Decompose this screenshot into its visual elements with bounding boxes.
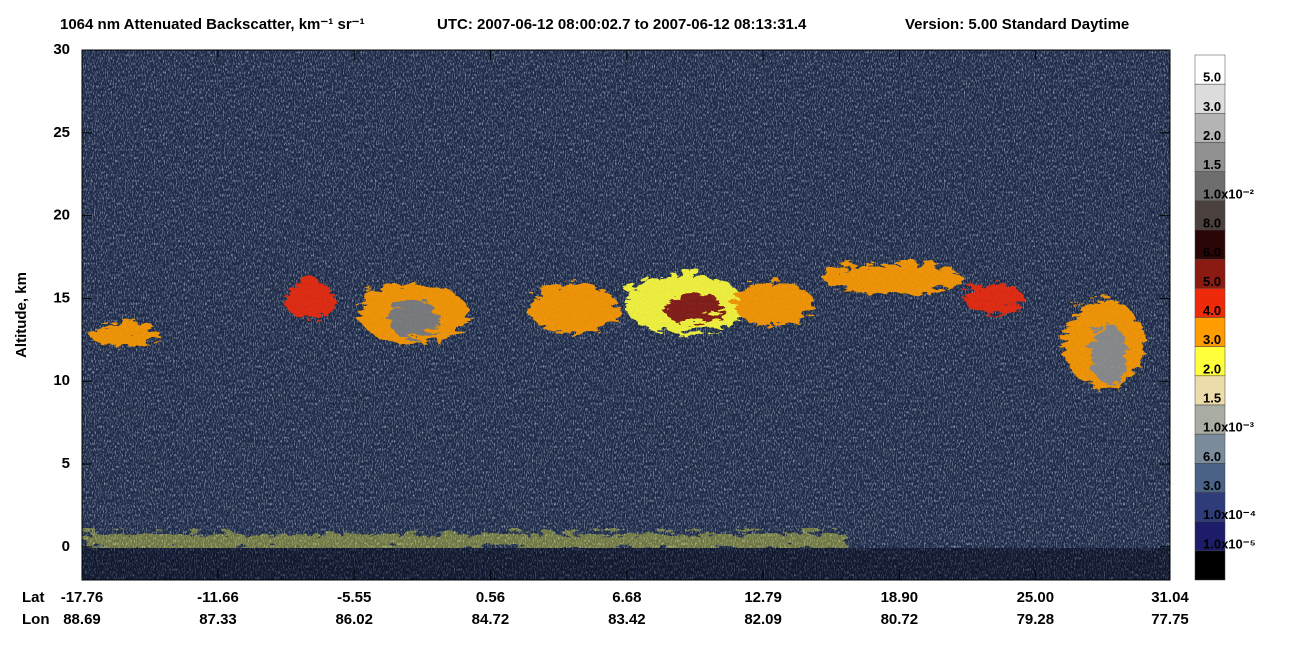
colorbar-swatch <box>1194 346 1226 377</box>
y-tick-label: 30 <box>53 41 70 58</box>
colorbar-label: 3.0 <box>1203 332 1221 347</box>
lon-label: Lon <box>22 611 50 628</box>
colorbar-swatch <box>1194 463 1226 493</box>
y-tick-label: 5 <box>62 455 70 472</box>
colorbar-swatch <box>1194 200 1226 231</box>
curtain-image <box>82 50 1170 580</box>
lon-tick-label: 79.28 <box>1017 611 1055 628</box>
lat-tick-label: 31.04 <box>1151 589 1189 606</box>
y-tick-label: 20 <box>53 207 70 224</box>
chart-title: 1064 nm Attenuated Backscatter, km⁻¹ sr⁻… <box>60 16 365 33</box>
colorbar-swatch <box>1194 258 1226 289</box>
colorbar-label: 4.0 <box>1203 303 1221 318</box>
lat-tick-label: -17.76 <box>61 589 104 606</box>
colorbar-swatch <box>1194 404 1226 435</box>
lon-tick-label: 87.33 <box>199 611 237 628</box>
y-tick-label: 25 <box>53 124 70 141</box>
colorbar-swatch <box>1194 229 1226 260</box>
y-tick-label: 0 <box>62 538 70 555</box>
lon-tick-label: 84.72 <box>472 611 510 628</box>
colorbar-swatch <box>1194 142 1226 172</box>
lon-tick-label: 83.42 <box>608 611 646 628</box>
lat-tick-label: 6.68 <box>612 589 641 606</box>
colorbar: 5.0 3.0 2.0 1.5 1.0x10⁻² 8.0 6.0 5.0 4.0 3.0 2.0 1.… <box>1194 54 1256 581</box>
lon-tick-label: 77.75 <box>1151 611 1189 628</box>
lon-tick-label: 82.09 <box>744 611 782 628</box>
lat-tick-label: 25.00 <box>1017 589 1055 606</box>
colorbar-swatch <box>1194 550 1226 581</box>
colorbar-label: 8.0 <box>1203 215 1221 230</box>
colorbar-swatch <box>1194 492 1226 522</box>
colorbar-label: 6.0 <box>1203 449 1221 464</box>
colorbar-swatch <box>1194 54 1226 85</box>
lon-tick-label: 86.02 <box>335 611 373 628</box>
y-tick-label: 15 <box>53 289 70 306</box>
colorbar-label: 1.5 <box>1203 390 1221 405</box>
y-tick-label: 10 <box>53 372 70 389</box>
version: Version: 5.00 Standard Daytime <box>905 16 1129 33</box>
plot-frame <box>81 49 1171 581</box>
lat-tick-label: 12.79 <box>744 589 782 606</box>
colorbar-label: 1.0x10⁻³ <box>1203 420 1255 435</box>
colorbar-swatch <box>1194 83 1226 114</box>
subtitle: UTC: 2007-06-12 08:00:02.7 to 2007-06-12… <box>437 16 807 33</box>
colorbar-label: 5.0 <box>1203 70 1221 85</box>
lat-tick-label: -5.55 <box>337 589 371 606</box>
lat-tick-label: -11.66 <box>197 589 239 606</box>
colorbar-swatch <box>1194 317 1226 347</box>
colorbar-label: 6.0 <box>1203 245 1221 260</box>
colorbar-label: 2.0 <box>1203 361 1221 376</box>
colorbar-label: 3.0 <box>1203 99 1221 114</box>
y-axis-label: Altitude, km <box>13 272 30 358</box>
colorbar-swatch <box>1194 288 1226 318</box>
colorbar-label: 3.0 <box>1203 478 1221 493</box>
colorbar-label: 1.0x10⁻² <box>1203 186 1255 201</box>
colorbar-swatch <box>1194 375 1226 406</box>
lat-tick-label: 0.56 <box>476 589 505 606</box>
colorbar-swatch <box>1194 433 1226 464</box>
lon-tick-label: 80.72 <box>881 611 919 628</box>
colorbar-label: 1.5 <box>1203 157 1221 172</box>
colorbar-label: 1.0x10⁻⁴ <box>1203 507 1256 522</box>
colorbar-label: 2.0 <box>1203 128 1221 143</box>
colorbar-swatch <box>1194 521 1226 552</box>
lat-tick-label: 18.90 <box>881 589 919 606</box>
colorbar-swatch <box>1194 113 1226 143</box>
colorbar-label: 1.0x10⁻⁵ <box>1203 536 1256 551</box>
lon-tick-label: 88.69 <box>63 611 101 628</box>
colorbar-label: 5.0 <box>1203 274 1221 289</box>
lat-label: Lat <box>22 589 45 606</box>
colorbar-swatch <box>1194 171 1226 202</box>
